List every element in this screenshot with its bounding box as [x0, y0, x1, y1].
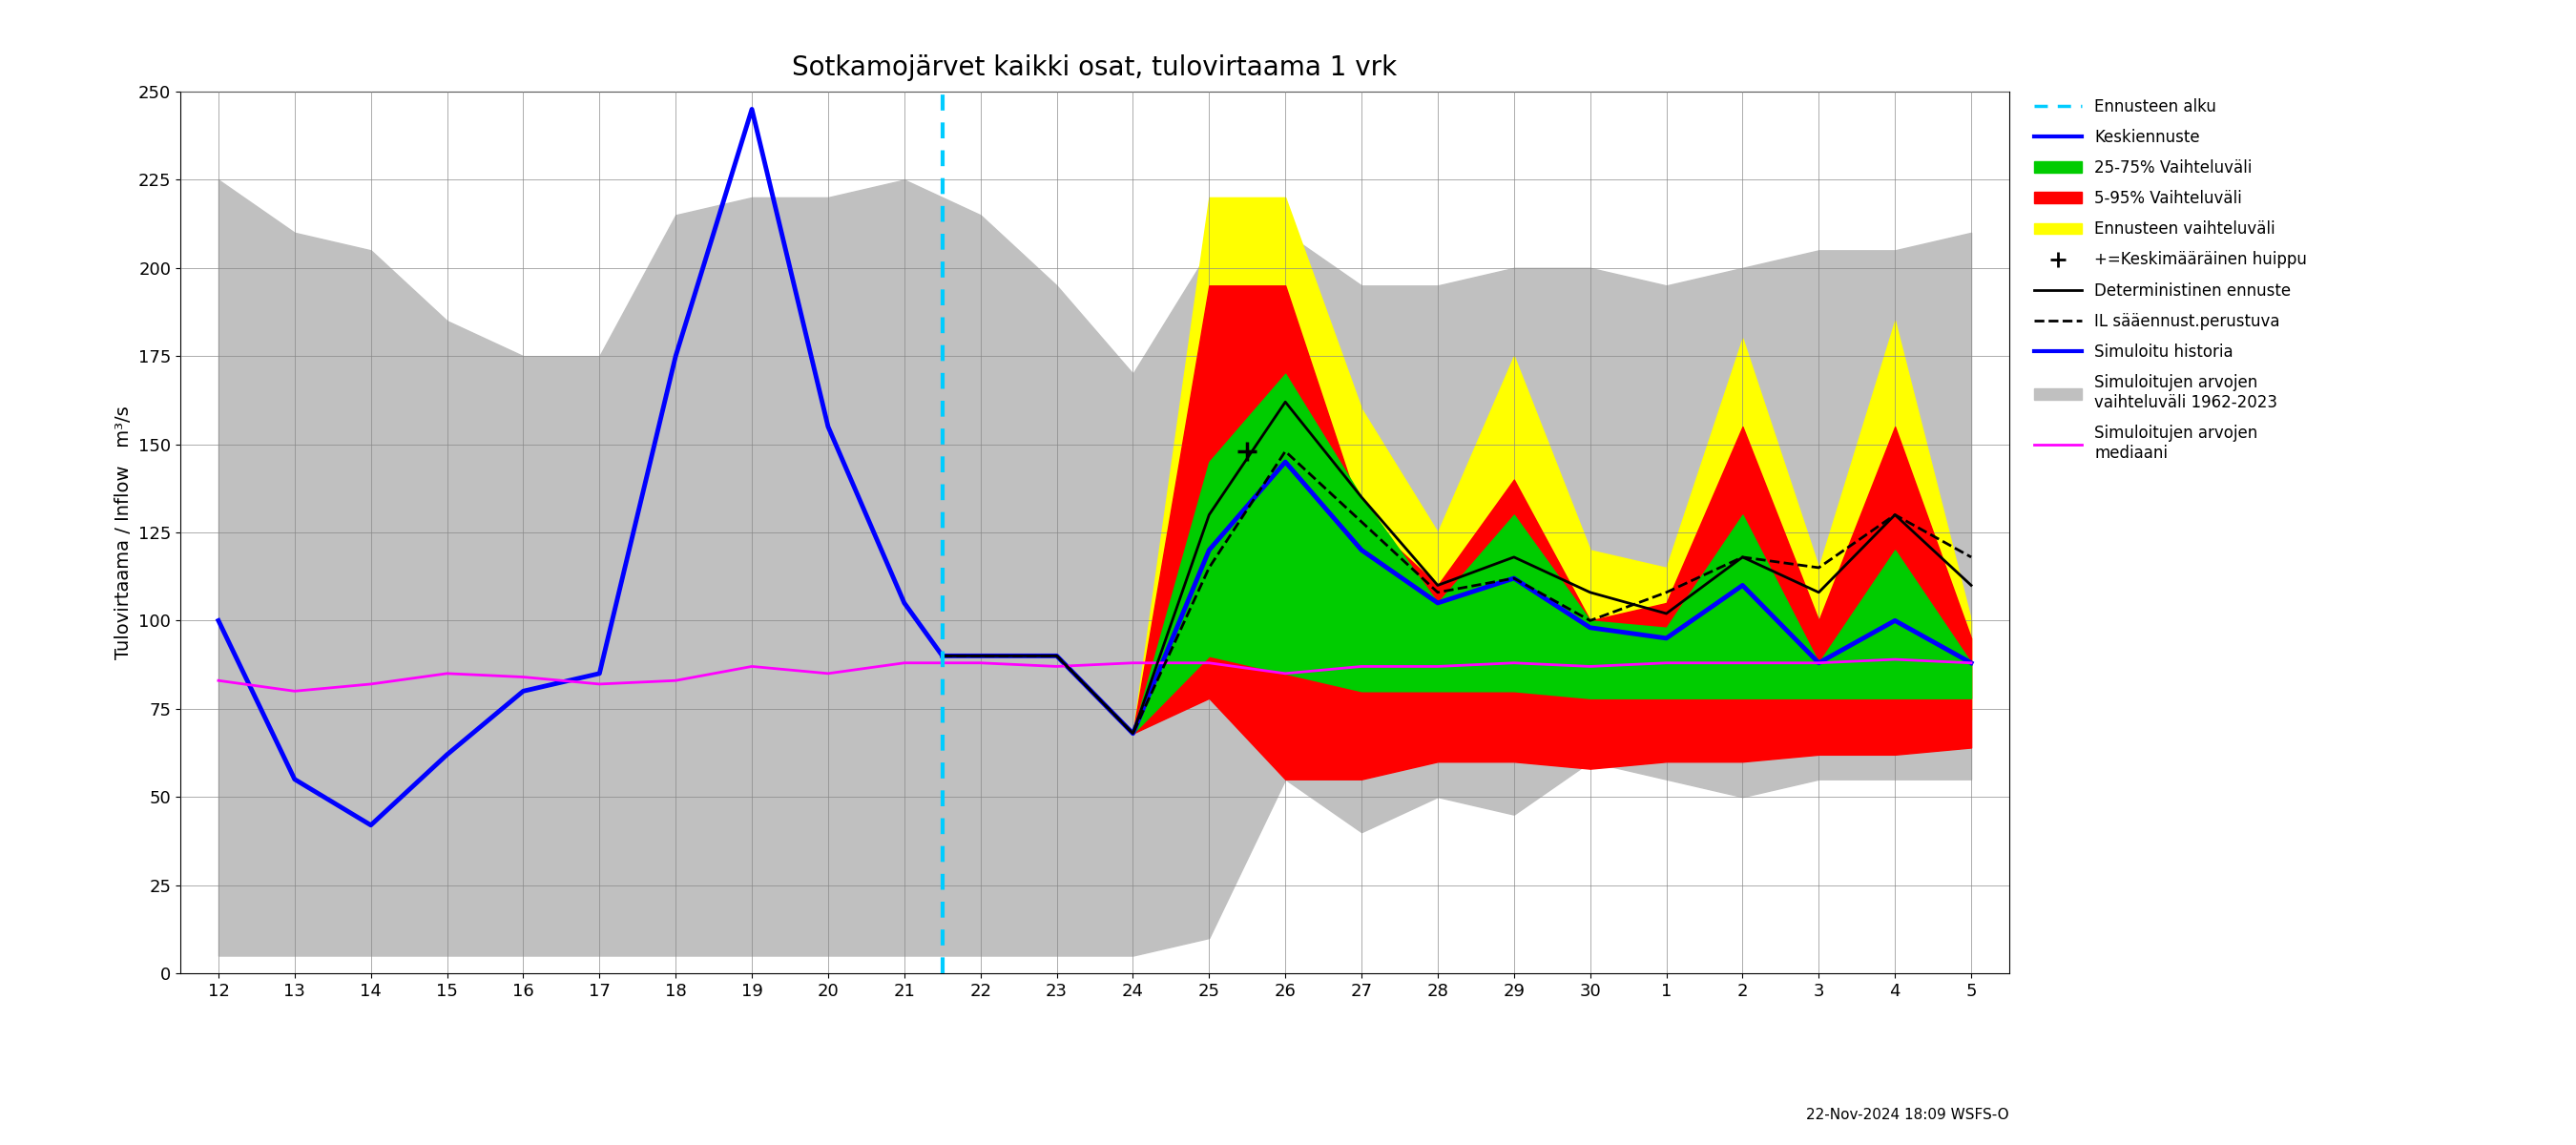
Text: 22-Nov-2024 18:09 WSFS-O: 22-Nov-2024 18:09 WSFS-O	[1806, 1108, 2009, 1122]
Y-axis label: Tulovirtaama / Inflow   m³/s: Tulovirtaama / Inflow m³/s	[116, 405, 134, 660]
Title: Sotkamojärvet kaikki osat, tulovirtaama 1 vrk: Sotkamojärvet kaikki osat, tulovirtaama …	[793, 55, 1396, 81]
Legend: Ennusteen alku, Keskiennuste, 25-75% Vaihteluväli, 5-95% Vaihteluväli, Ennusteen: Ennusteen alku, Keskiennuste, 25-75% Vai…	[2027, 92, 2313, 468]
